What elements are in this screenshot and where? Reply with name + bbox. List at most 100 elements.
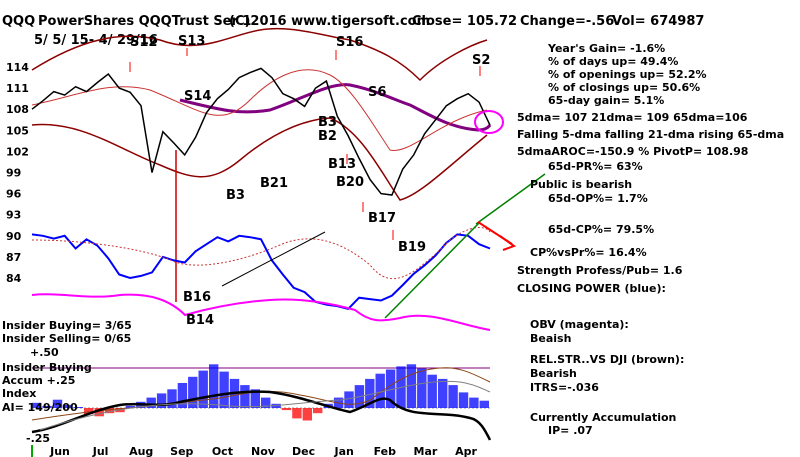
side-panel: Year's Gain= -1.6% % of days up= 49.4% %… — [517, 42, 784, 437]
signal-s13: S13 — [178, 34, 205, 49]
accum-title-2: Accum +.25 — [2, 374, 75, 387]
signal-b13: B13 — [328, 157, 356, 172]
ticker-label: QQQ — [2, 14, 35, 29]
insider-selling: Insider Selling= 0/65 — [2, 332, 131, 345]
accum-bar — [42, 405, 52, 408]
signal-b17: B17 — [368, 211, 396, 226]
green-trendline-short — [384, 221, 481, 319]
closing-power-label: CLOSING POWER (blue): — [517, 282, 666, 295]
ip-value: IP= .07 — [548, 424, 593, 437]
closings-up: % of closings up= 50.6% — [548, 81, 700, 94]
accum-bar — [198, 370, 208, 408]
signal-arrows — [129, 48, 481, 240]
y-tick-label: 93 — [6, 209, 21, 222]
x-tick-label: Jun — [49, 445, 70, 457]
accum-bar — [73, 407, 83, 408]
y-tick-label: 108 — [6, 103, 29, 116]
accum-title-3: Index — [2, 387, 36, 400]
signal-s16: S16 — [336, 35, 363, 50]
green-trendline-extended — [475, 173, 546, 225]
x-tick-label: Aug — [129, 445, 153, 457]
signal-b3-upper: B3 — [318, 115, 337, 130]
signal-b2: B2 — [318, 129, 337, 144]
itrs-value: ITRS=-.036 — [530, 381, 599, 394]
accum-bar — [479, 400, 489, 408]
y-tick-label: 90 — [6, 230, 22, 243]
x-tick-label: Mar — [414, 445, 438, 457]
cp-vs-pr: CP%vsPr%= 16.4% — [530, 246, 647, 259]
upper-band — [31, 27, 488, 82]
accum-bar — [406, 364, 417, 408]
signal-b3-lower: B3 — [226, 188, 245, 203]
signal-b21: B21 — [260, 176, 288, 191]
rel-str-label: REL.STR..VS DJI (brown): — [530, 353, 684, 366]
gain-65: 65-day gain= 5.1% — [548, 94, 664, 107]
accum-bar — [417, 368, 427, 408]
close-value: Close= 105.72 — [412, 14, 517, 29]
dma-values: 5dma= 107 21dma= 109 65dma=106 — [517, 111, 748, 124]
signal-s2: S2 — [472, 53, 490, 68]
x-tick-label: Dec — [292, 445, 315, 457]
y-tick-label: 105 — [6, 124, 29, 137]
accum-bar — [302, 408, 312, 421]
closing-power-ma — [31, 227, 491, 280]
cp-trendline — [221, 231, 326, 287]
accum-bar — [313, 408, 323, 414]
closing-power-line — [31, 233, 491, 311]
accum-bar — [84, 408, 94, 415]
x-tick-label: Sep — [170, 445, 193, 457]
signal-s12: S12 — [130, 35, 157, 50]
signal-b19: B19 — [398, 240, 426, 255]
signal-b20: B20 — [336, 175, 364, 190]
lower-band — [31, 117, 488, 201]
accum-bar — [375, 373, 385, 408]
change-value: Change=-.56 — [520, 14, 614, 29]
x-tick-label: Jan — [334, 445, 354, 457]
dma-direction: Falling 5-dma falling 21-dma rising 65-d… — [517, 128, 784, 141]
price-line — [31, 67, 491, 196]
days-up: % of days up= 49.4% — [548, 55, 678, 68]
accum-bar — [94, 408, 104, 417]
volume-value: Vol= 674987 — [612, 14, 704, 29]
accum-bar — [261, 397, 271, 408]
signal-s14: S14 — [184, 89, 211, 104]
accum-bar — [146, 397, 156, 408]
accum-bar — [281, 408, 292, 411]
signal-s6: S6 — [368, 85, 386, 100]
accum-bars — [32, 364, 489, 421]
accum-bar — [167, 389, 177, 408]
accum-bar — [52, 399, 63, 408]
accum-bar — [458, 392, 469, 408]
accum-bar — [125, 405, 136, 408]
accum-bar — [344, 391, 354, 408]
highlight-circle — [474, 110, 504, 134]
signal-b14: B14 — [186, 313, 214, 328]
accum-bar — [448, 385, 458, 408]
x-axis: Jun Jul Aug Sep Oct Nov Dec Jan Feb Mar Apr — [49, 445, 477, 457]
x-tick-label: Feb — [374, 445, 397, 457]
accum-bar — [292, 408, 302, 419]
accum-bar — [209, 364, 219, 408]
current-accum-label: Currently Accumulation — [530, 411, 676, 424]
y-axis: 114 111 108 105 102 99 96 93 90 87 84 — [6, 61, 29, 285]
accum-index-line — [31, 390, 492, 441]
accum-bar — [32, 402, 42, 408]
obv-label: OBV (magenta): — [530, 318, 629, 331]
accum-bar — [250, 389, 260, 408]
accum-title-1: Insider Buying — [2, 361, 92, 374]
op-value: 65d-OP%= 1.7% — [548, 192, 648, 205]
accum-bar — [438, 378, 448, 408]
accum-ma-line — [39, 380, 491, 431]
x-tick-label: Jul — [92, 445, 109, 457]
y-tick-label: 96 — [6, 188, 22, 201]
public-status: Public is bearish — [530, 178, 632, 191]
signal-b16: B16 — [183, 290, 211, 305]
cp-value: 65d-CP%= 79.5% — [548, 223, 654, 236]
accum-ai: AI= 149/200 — [2, 401, 78, 414]
x-tick-label: Oct — [212, 445, 233, 457]
x-tick-label: Nov — [251, 445, 276, 457]
aroc-pivot: 5dmaAROC=-150.9 % PivotP= 108.98 — [517, 145, 748, 158]
y-tick-label: 99 — [6, 167, 21, 180]
openings-up: % of openings up= 52.2% — [548, 68, 707, 81]
